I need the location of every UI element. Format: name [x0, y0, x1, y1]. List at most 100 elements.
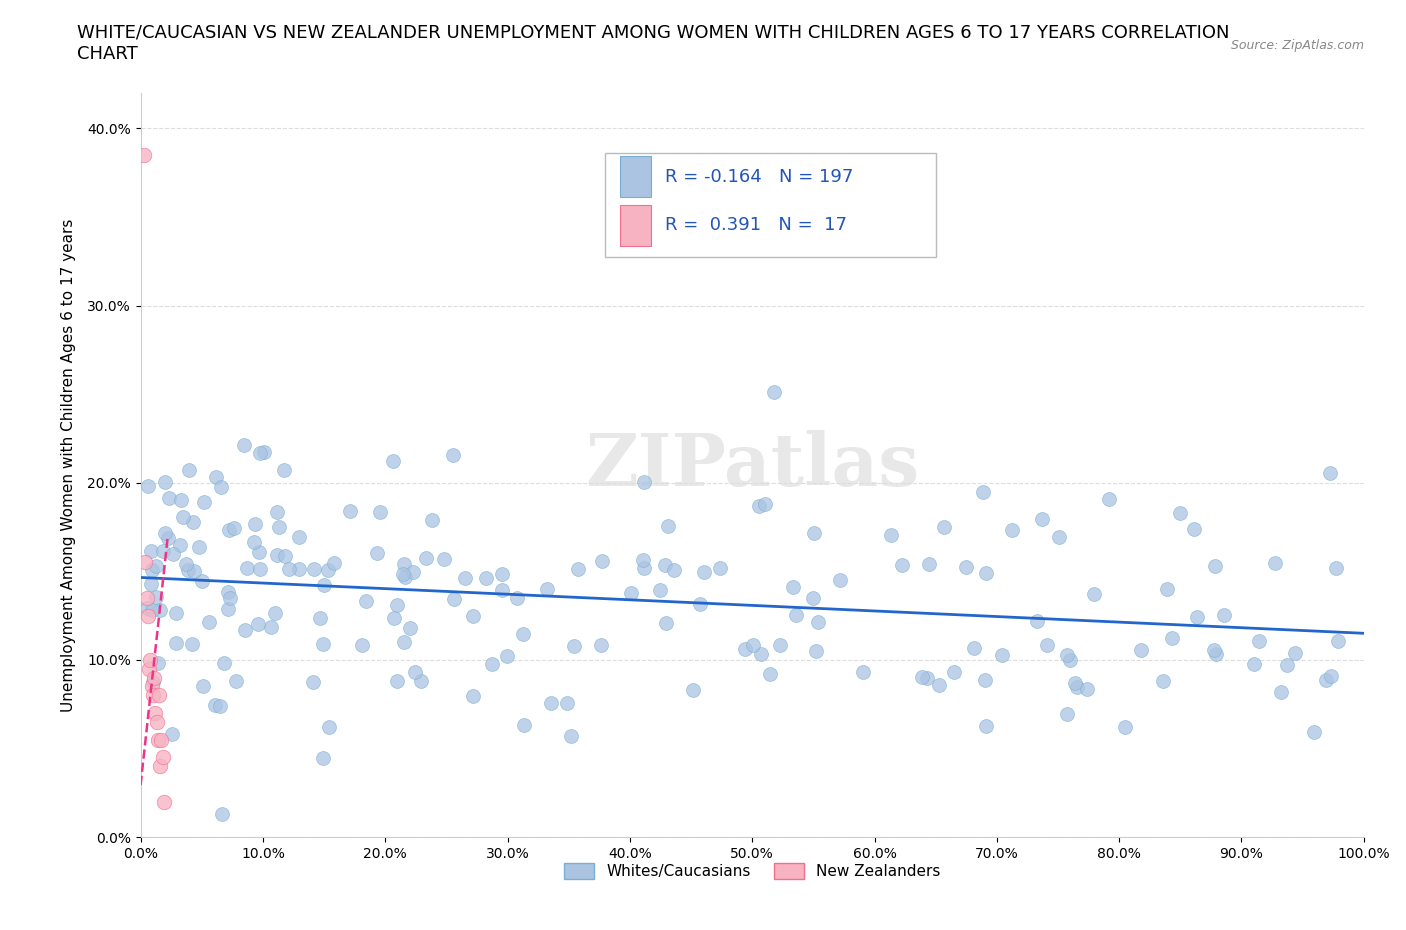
Point: [174, 557, 197, 572]
Point: [277, 562, 299, 577]
Point: [150, 732, 173, 747]
Point: [648, 582, 671, 597]
Point: [560, 729, 582, 744]
Point: [974, 719, 997, 734]
Point: [762, 385, 785, 400]
FancyBboxPatch shape: [606, 153, 936, 257]
Point: [138, 661, 160, 676]
Point: [463, 688, 485, 703]
Point: [562, 638, 585, 653]
Point: [263, 605, 285, 620]
Point: [1047, 529, 1070, 544]
Point: [191, 574, 214, 589]
Point: [1056, 707, 1078, 722]
Point: [141, 563, 163, 578]
Point: [157, 531, 180, 546]
Point: [633, 474, 655, 489]
Point: [1129, 643, 1152, 658]
Point: [1204, 558, 1226, 573]
Point: [620, 586, 643, 601]
Point: [177, 563, 200, 578]
Point: [749, 647, 772, 662]
Text: R =  0.391   N =  17: R = 0.391 N = 17: [665, 216, 848, 234]
Point: [193, 494, 215, 509]
Point: [496, 649, 519, 664]
Point: [1156, 581, 1178, 596]
Point: [141, 543, 163, 558]
Point: [145, 714, 167, 729]
Text: CHART: CHART: [77, 45, 138, 62]
Point: [141, 679, 163, 694]
Point: [218, 522, 240, 537]
Point: [1315, 673, 1337, 688]
Point: [748, 498, 770, 513]
Point: [153, 794, 176, 809]
Point: [246, 617, 269, 631]
Point: [1114, 720, 1136, 735]
Point: [235, 561, 257, 576]
Point: [170, 492, 193, 507]
FancyBboxPatch shape: [620, 205, 651, 246]
Point: [1056, 647, 1078, 662]
Point: [475, 570, 498, 585]
Point: [288, 562, 311, 577]
Point: [654, 557, 676, 572]
Point: [1161, 631, 1184, 645]
Point: [804, 644, 827, 658]
Point: [441, 447, 464, 462]
Point: [918, 556, 941, 571]
Point: [204, 698, 226, 712]
Point: [249, 445, 271, 460]
Point: [506, 591, 529, 605]
Point: [225, 673, 247, 688]
Point: [759, 667, 782, 682]
Point: [1059, 653, 1081, 668]
Point: [180, 637, 202, 652]
Point: [253, 445, 276, 459]
Point: [1324, 560, 1347, 575]
Point: [222, 520, 245, 535]
Point: [461, 608, 484, 623]
Legend: Whites/Caucasians, New Zealanders: Whites/Caucasians, New Zealanders: [558, 857, 946, 885]
Point: [143, 706, 166, 721]
Point: [1204, 643, 1226, 658]
Point: [243, 516, 266, 531]
Point: [1243, 657, 1265, 671]
Point: [145, 590, 167, 604]
Point: [218, 585, 240, 600]
Point: [273, 463, 295, 478]
Point: [830, 572, 852, 587]
Point: [807, 615, 830, 630]
Point: [1302, 724, 1324, 739]
Point: [218, 591, 240, 605]
Point: [181, 514, 204, 529]
Point: [193, 679, 215, 694]
FancyBboxPatch shape: [620, 156, 651, 197]
Point: [153, 525, 176, 540]
Point: [491, 583, 513, 598]
Point: [382, 610, 405, 625]
Point: [274, 549, 297, 564]
Point: [1327, 633, 1350, 648]
Text: R = -0.164   N = 197: R = -0.164 N = 197: [665, 167, 853, 186]
Point: [217, 602, 239, 617]
Point: [890, 557, 912, 572]
Point: [852, 665, 875, 680]
Point: [149, 759, 172, 774]
Point: [491, 567, 513, 582]
Point: [433, 551, 456, 566]
Point: [169, 538, 191, 552]
Point: [741, 638, 763, 653]
Point: [311, 637, 333, 652]
Point: [318, 719, 340, 734]
Point: [1066, 680, 1088, 695]
Point: [1083, 587, 1105, 602]
Text: ZIPatlas: ZIPatlas: [585, 430, 920, 500]
Point: [415, 551, 437, 565]
Point: [209, 480, 232, 495]
Point: [172, 510, 194, 525]
Point: [205, 469, 228, 484]
Point: [288, 529, 311, 544]
Text: WHITE/CAUCASIAN VS NEW ZEALANDER UNEMPLOYMENT AMONG WOMEN WITH CHILDREN AGES 6 T: WHITE/CAUCASIAN VS NEW ZEALANDER UNEMPLO…: [77, 23, 1230, 41]
Y-axis label: Unemployment Among Women with Children Ages 6 to 17 years: Unemployment Among Women with Children A…: [60, 219, 76, 711]
